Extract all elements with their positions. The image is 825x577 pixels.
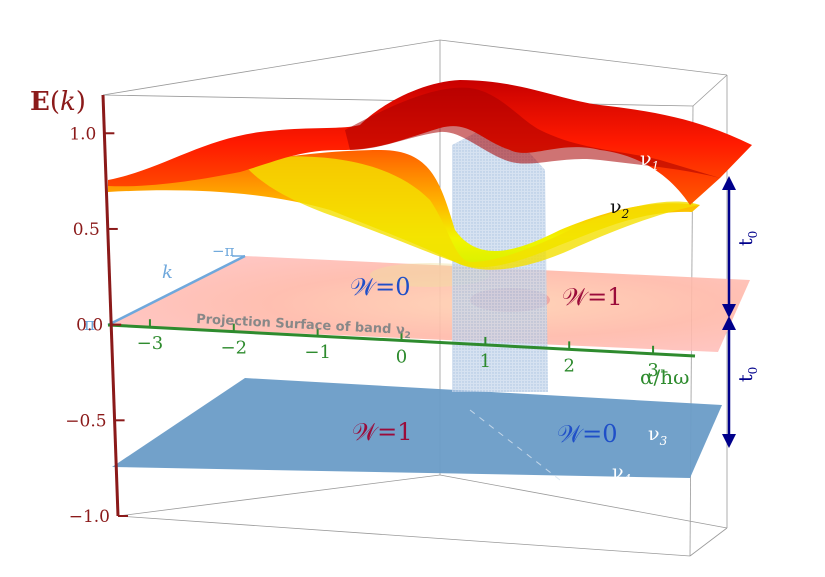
alpha-axis: −3 −2 −1 0 1 2 3 α/ħω [107,319,696,389]
winding-label-upper-right: 𝒲=1 [562,283,623,311]
band-label-nu2: ν2 [610,196,629,221]
k-tick-top: −π [212,242,235,260]
x-tick-label: −1 [304,342,331,363]
z-tick-group: 1.0 0.5 0.0 −0.5 −1.0 [65,124,128,527]
z-axis-label: E(k) [30,87,86,117]
band-label-nu3: ν3 [648,423,668,448]
lower-band-surface [112,378,722,478]
x-tick-label: 1 [480,351,491,372]
band-label-nu4: ν4 [612,461,631,486]
x-tick-label: 3 [647,360,658,381]
gap-label-bottom: t0 [735,367,760,382]
band-nu1-ridge [345,87,720,178]
band-nu1-surface [108,80,752,205]
winding-label-lower-left: 𝒲=1 [352,418,413,446]
z-tick-label: 1.0 [69,124,96,144]
winding-label-upper-left: 𝒲=0 [350,273,411,301]
x-tick-label: −3 [137,333,164,354]
x-axis-label: α/ħω [640,365,689,389]
x-tick-label: 2 [563,355,574,376]
z-tick-label: 0.0 [76,316,103,336]
x-tick-group: −3 −2 −1 0 1 2 3 [137,319,659,381]
gap-arrows [722,176,736,448]
band-label-nu1: ν1 [640,148,659,173]
projection-surface [108,256,750,352]
z-tick-label: −1.0 [69,507,110,527]
x-tick-label: 0 [396,347,407,368]
band-labels: ν1 ν2 ν3 ν4 [610,148,668,486]
k-axis-label: k [162,262,173,283]
z-tick-label: −0.5 [65,411,106,431]
winding-labels: 𝒲=0 𝒲=1 𝒲=1 𝒲=0 [350,273,623,448]
x-tick-label: −2 [221,338,248,359]
k-tick-bottom: π [84,315,95,335]
z-tick-label: 0.5 [73,220,100,240]
band-nu2-body [240,156,700,270]
gap-label-top: t0 [735,231,760,246]
winding-label-lower-right: 𝒲=0 [557,420,618,448]
z-axis: 1.0 0.5 0.0 −0.5 −1.0 E(k) [30,87,128,527]
